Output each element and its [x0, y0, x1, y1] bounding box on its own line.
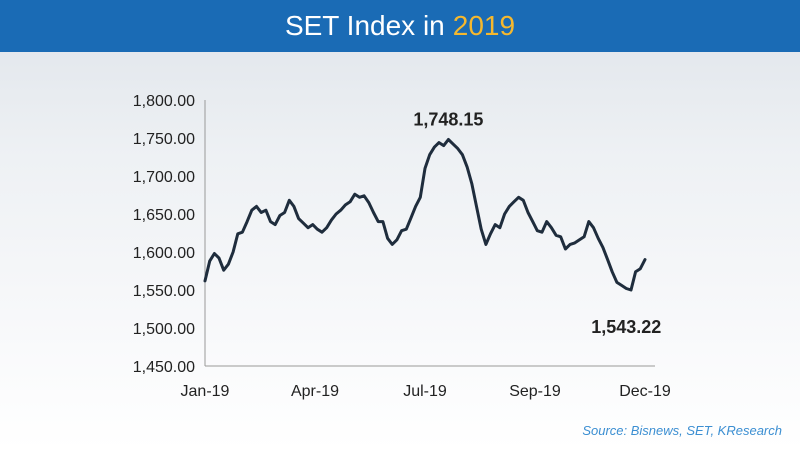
x-tick-label: Dec-19 [619, 383, 671, 400]
x-tick-label: Jul-19 [403, 383, 447, 400]
y-tick-label: 1,550.00 [133, 283, 195, 300]
y-tick-label: 1,800.00 [133, 93, 195, 110]
y-tick-label: 1,450.00 [133, 359, 195, 376]
y-tick-label: 1,600.00 [133, 245, 195, 262]
source-note: Source: Bisnews, SET, KResearch [582, 423, 782, 438]
x-tick-label: Jan-19 [181, 383, 230, 400]
y-tick-label: 1,500.00 [133, 321, 195, 338]
y-tick-label: 1,750.00 [133, 131, 195, 148]
title-year: 2019 [452, 10, 516, 41]
y-tick-label: 1,700.00 [133, 169, 195, 186]
low-annotation: 1,543.22 [591, 317, 661, 337]
page-title: SET Index in [284, 10, 445, 41]
y-tick-label: 1,650.00 [133, 207, 195, 224]
series-line [203, 138, 647, 292]
peak-annotation: 1,748.15 [413, 109, 483, 129]
x-tick-label: Apr-19 [291, 383, 339, 400]
title-bar: SET Index in 2019 [0, 0, 800, 52]
x-tick-label: Sep-19 [509, 383, 561, 400]
